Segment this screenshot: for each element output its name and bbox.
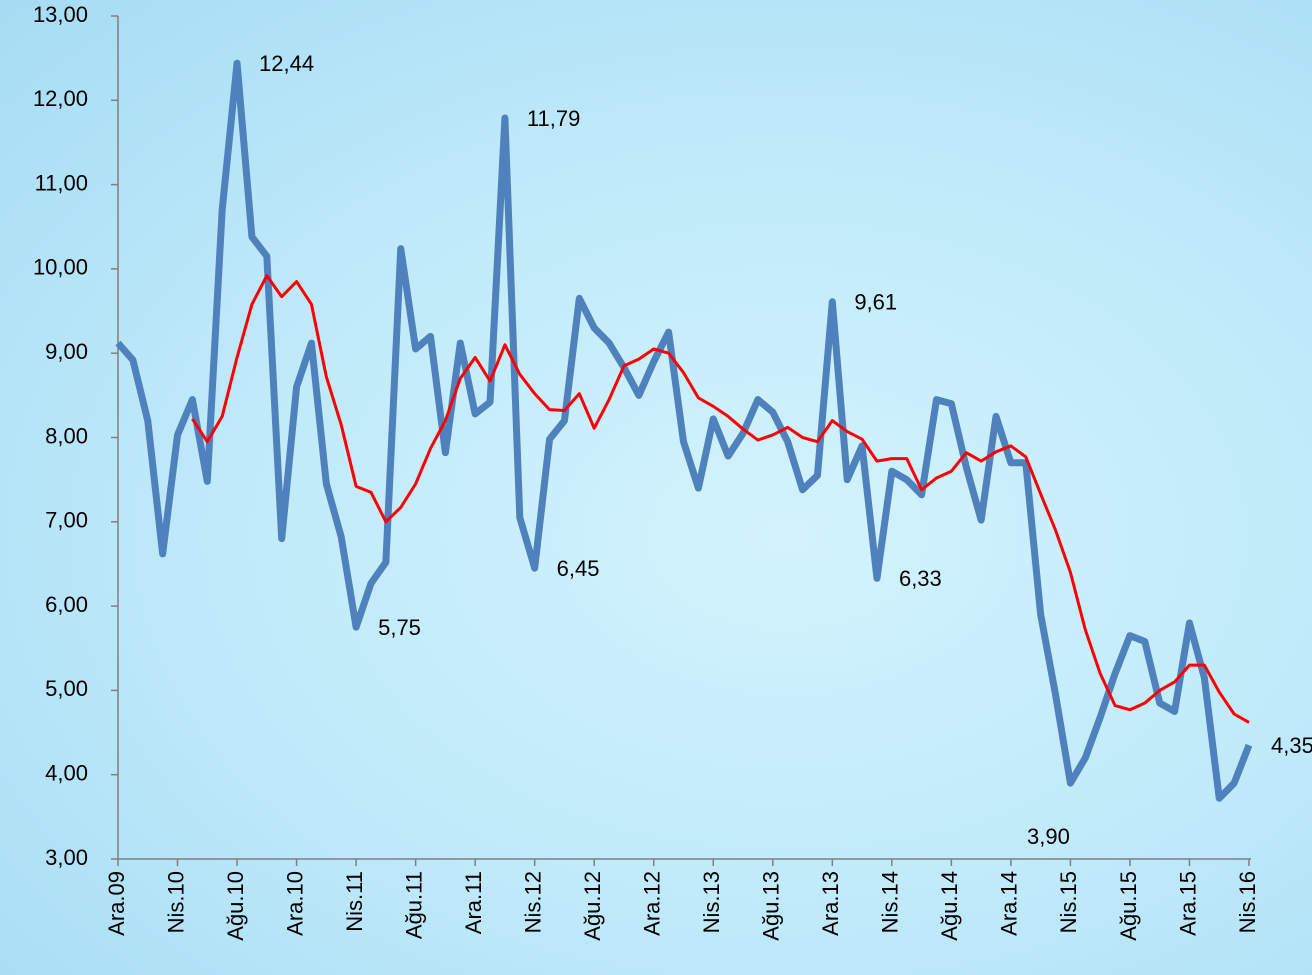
x-tick-label: Ara.10: [282, 871, 307, 936]
x-tick-label: Nis.11: [342, 871, 367, 932]
x-tick-label: Ağu.10: [223, 871, 248, 941]
y-tick-label: 7,00: [45, 508, 88, 533]
y-tick-label: 8,00: [45, 423, 88, 448]
y-tick-label: 11,00: [35, 170, 88, 195]
series-line: [191, 274, 1250, 724]
y-tick-label: 12,00: [33, 86, 88, 111]
y-tick-label: 4,00: [45, 761, 88, 786]
data-label: 6,45: [557, 556, 600, 581]
y-tick-label: 10,00: [33, 255, 88, 280]
x-tick-label: Ara.09: [104, 871, 129, 936]
x-tick-label: Ara.12: [640, 871, 665, 936]
x-tick-label: Nis.13: [699, 871, 724, 933]
data-label: 9,61: [854, 290, 897, 315]
y-tick-label: 9,00: [45, 339, 88, 364]
data-label: 4,35: [1271, 733, 1312, 758]
x-tick-label: Ara.15: [1175, 871, 1200, 936]
x-tick-label: Ara.14: [997, 871, 1022, 936]
x-tick-label: Nis.16: [1235, 871, 1260, 933]
data-label: 5,75: [378, 615, 421, 640]
y-tick-label: 13,00: [33, 2, 88, 27]
x-tick-label: Ara.11: [461, 871, 486, 934]
x-tick-label: Nis.10: [163, 871, 188, 933]
x-tick-label: Nis.15: [1056, 871, 1081, 933]
x-tick-label: Nis.12: [520, 871, 545, 933]
x-tick-label: Ağu.11: [401, 871, 426, 939]
data-label: 3,90: [1027, 824, 1070, 849]
data-label: 12,44: [259, 51, 314, 76]
x-tick-label: Ağu.15: [1116, 871, 1141, 941]
x-tick-label: Ağu.14: [937, 871, 962, 941]
x-tick-label: Ağu.13: [759, 871, 784, 941]
y-tick-label: 3,00: [45, 845, 88, 870]
x-tick-label: Ağu.12: [580, 871, 605, 941]
data-label: 11,79: [527, 106, 580, 131]
y-tick-label: 6,00: [45, 592, 88, 617]
y-tick-label: 5,00: [45, 676, 88, 701]
x-tick-label: Nis.14: [878, 871, 903, 933]
data-label: 6,33: [899, 566, 942, 591]
series-line: [115, 59, 1253, 802]
x-tick-label: Ara.13: [818, 871, 843, 936]
